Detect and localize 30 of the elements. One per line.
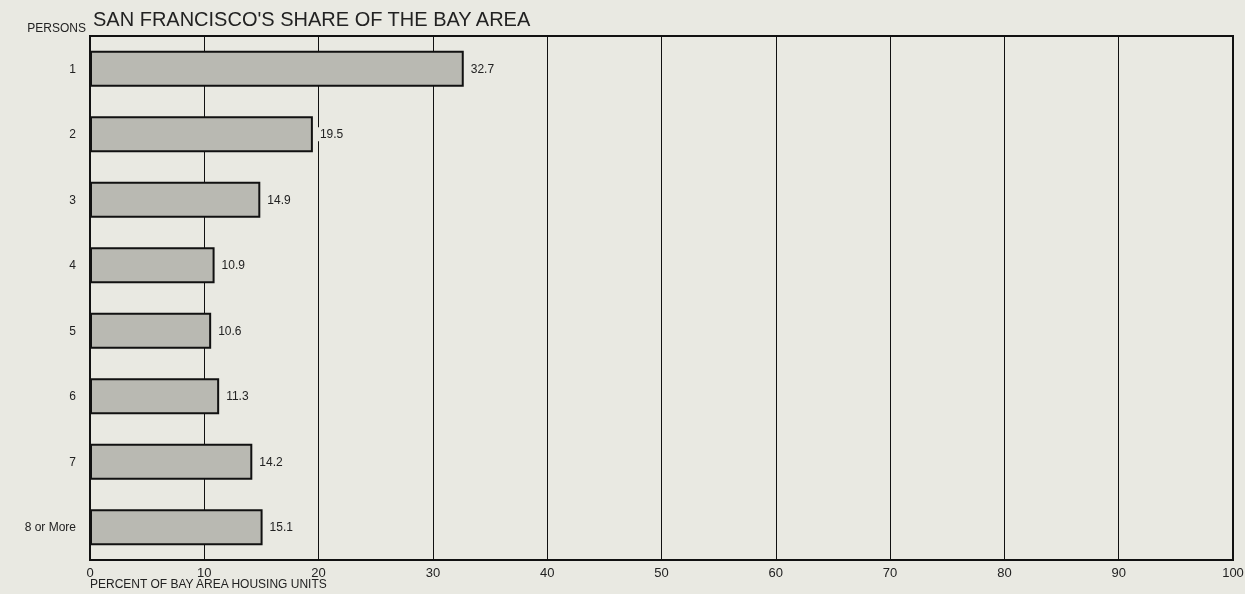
x-tick-label: 70 xyxy=(882,565,898,580)
x-tick-label: 100 xyxy=(1222,565,1244,580)
data-label: 14.9 xyxy=(267,192,291,207)
x-tick-label: 80 xyxy=(997,565,1012,580)
y-tick-label: 6 xyxy=(69,389,77,404)
y-tick-label: 7 xyxy=(69,454,77,469)
data-label: 10.9 xyxy=(221,258,246,273)
x-tick-label: 90 xyxy=(1111,565,1126,580)
x-axis-title: PERCENT OF BAY AREA HOUSING UNITS xyxy=(90,577,327,591)
chart-title: SAN FRANCISCO'S SHARE OF THE BAY AREA xyxy=(93,8,531,30)
y-tick-label: 5 xyxy=(69,323,77,338)
y-tick-label: 2 xyxy=(69,127,77,142)
x-tick-label: 20 xyxy=(311,565,326,580)
x-tick-label: 30 xyxy=(425,565,441,580)
y-axis-title: PERSONS xyxy=(27,21,86,35)
y-tick-label: 4 xyxy=(69,258,77,273)
x-tick-label: 10 xyxy=(197,565,212,580)
x-tick-label: 0 xyxy=(86,565,94,580)
y-tick-label: 3 xyxy=(69,192,77,207)
data-label: 19.5 xyxy=(319,127,344,142)
data-label: 10.6 xyxy=(218,323,242,338)
data-label: 14.2 xyxy=(259,454,283,469)
x-tick-label: 50 xyxy=(654,565,669,580)
y-tick-label: 1 xyxy=(69,61,77,76)
y-tick-label: 8 or More xyxy=(24,520,77,535)
data-label: 11.3 xyxy=(226,389,249,404)
data-label: 32.7 xyxy=(470,61,495,76)
x-tick-label: 40 xyxy=(539,565,555,580)
x-tick-label: 60 xyxy=(768,565,784,580)
data-label: 15.1 xyxy=(269,520,294,535)
